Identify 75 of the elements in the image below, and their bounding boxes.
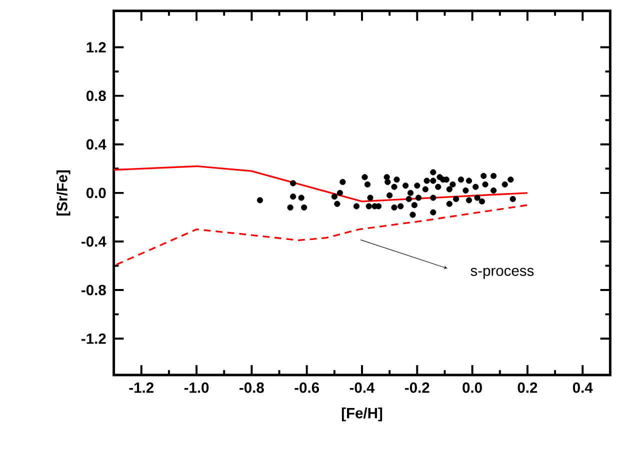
point [466, 178, 472, 184]
x-tick-label: -1.2 [129, 382, 154, 393]
point [290, 180, 296, 186]
x-axis-title: [Fe/H] [342, 408, 382, 422]
point [430, 209, 436, 216]
annotation: s-process [470, 268, 534, 279]
point [452, 196, 460, 202]
point [462, 187, 469, 194]
point [336, 190, 343, 196]
point [301, 204, 308, 211]
point [334, 200, 340, 207]
line-series [116, 204, 528, 266]
x-tick-label: -0.8 [240, 382, 264, 393]
point [384, 174, 390, 180]
point [424, 178, 430, 184]
x-tick-label: 0.4 [572, 382, 593, 393]
point [508, 176, 514, 183]
point [478, 198, 486, 204]
point [391, 184, 398, 190]
x-tick-label: 0.2 [518, 382, 538, 393]
point [446, 200, 452, 207]
point [402, 182, 409, 189]
point [366, 203, 372, 210]
y-axis-title: [Sr/Fe] [56, 170, 70, 216]
point [362, 174, 368, 180]
y-tick-label: 0.0 [86, 188, 106, 198]
y-tick-label: 1.2 [86, 42, 106, 52]
point [430, 169, 436, 176]
point [384, 178, 391, 186]
x-tick-label: 0.0 [462, 382, 482, 393]
point [411, 202, 418, 208]
point [287, 204, 294, 211]
point [340, 178, 346, 186]
point [367, 194, 374, 201]
point [430, 194, 436, 201]
y-tick-label: 0.8 [86, 90, 106, 102]
point [410, 212, 416, 218]
point [394, 176, 400, 183]
point [458, 176, 464, 183]
point [450, 181, 456, 188]
point [446, 186, 452, 192]
point [435, 184, 442, 190]
y-tick-label: -1.2 [82, 333, 106, 344]
x-tick-label: -0.4 [350, 382, 375, 393]
point [482, 181, 488, 188]
point [398, 203, 404, 210]
x-tick-label: -0.6 [294, 382, 320, 393]
point [510, 196, 516, 202]
point [414, 182, 420, 189]
point [422, 186, 428, 192]
x-tick-label: -0.2 [405, 382, 430, 393]
y-tick-label: -0.4 [82, 236, 106, 247]
point [480, 172, 487, 179]
point [298, 194, 304, 201]
point [490, 172, 497, 179]
y-tick-label: 0.4 [86, 139, 106, 150]
point [364, 181, 371, 188]
point [430, 178, 436, 184]
point [407, 190, 414, 196]
point [290, 194, 296, 200]
point [331, 194, 338, 200]
point [472, 184, 479, 190]
point [466, 197, 472, 204]
line-series [112, 165, 528, 202]
point [391, 204, 398, 211]
point [474, 194, 480, 201]
y-tick-label: -0.8 [82, 284, 106, 296]
x-tick-label: -1.0 [184, 382, 209, 393]
point [415, 194, 422, 201]
point [406, 196, 412, 202]
point [502, 181, 508, 188]
point [353, 203, 360, 210]
point [490, 187, 497, 194]
point [256, 197, 264, 204]
point [386, 192, 393, 198]
